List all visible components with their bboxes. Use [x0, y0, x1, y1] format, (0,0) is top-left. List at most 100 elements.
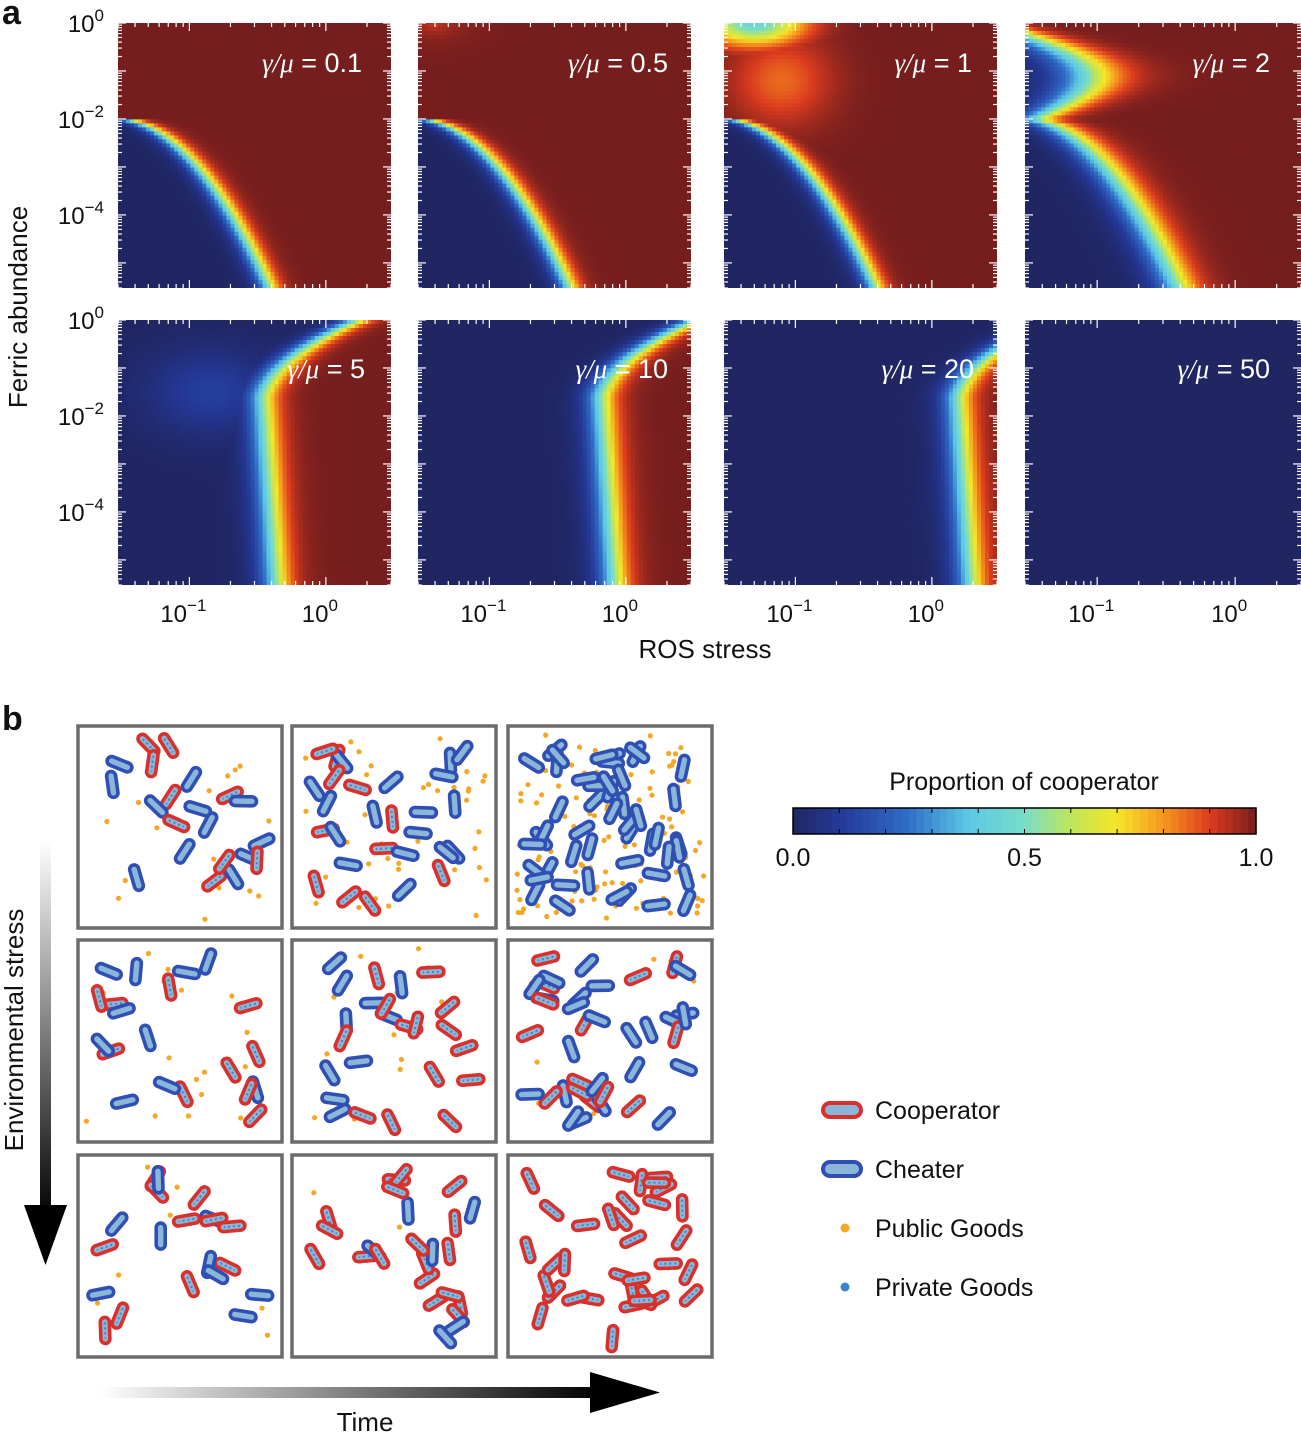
public-goods-dot — [694, 910, 700, 916]
heatmap-cells — [1025, 23, 1301, 288]
cheater-rod — [173, 837, 196, 865]
y-tick-label: 10−2 — [58, 102, 104, 134]
cheater-rod — [620, 1021, 643, 1049]
population-box — [290, 724, 498, 930]
axis-ticks — [117, 22, 392, 289]
y-tick-label: 10−4 — [58, 495, 104, 527]
gamma-label: γ/μ = 20 — [881, 354, 974, 384]
colorbar-swatch — [1178, 808, 1188, 834]
public-goods-dot — [699, 898, 705, 904]
public-goods-dot — [397, 1066, 403, 1072]
cheater-rod — [651, 1106, 677, 1131]
colorbar-swatch — [1147, 808, 1157, 834]
cooperator-rod — [558, 1247, 572, 1278]
cooperator-rod — [90, 983, 108, 1014]
colorbar-swatch — [1124, 808, 1134, 834]
colorbar-swatch — [955, 808, 964, 834]
cooperator-rod — [358, 890, 382, 917]
public-goods-dot — [533, 800, 540, 806]
colorbar-swatch — [1093, 808, 1103, 834]
colorbar-swatch — [893, 808, 902, 834]
public-goods-dot — [695, 903, 701, 909]
cheater-rod — [366, 799, 383, 829]
public-goods-dot — [386, 903, 392, 909]
heatmap-cells — [118, 23, 391, 288]
public-goods-dot — [659, 814, 666, 820]
gamma-label: γ/μ = 5 — [288, 354, 366, 384]
cheater-rod — [343, 1054, 374, 1070]
cheater-rod — [546, 743, 570, 770]
axis-ticks — [1024, 22, 1301, 289]
public-goods-dot — [425, 781, 432, 788]
cooperator-rod — [323, 763, 346, 791]
colorbar-swatch — [1047, 808, 1056, 834]
colorbar-swatch — [1248, 808, 1257, 834]
cooperator-rod — [434, 995, 461, 1020]
public-goods-dot — [555, 783, 562, 789]
x-tick-label: 100 — [908, 596, 944, 628]
public-goods-dot — [451, 784, 457, 791]
public-goods-dot — [398, 1056, 405, 1063]
cheater-rod — [605, 885, 634, 906]
cheater-rod — [303, 775, 326, 803]
heatmap-panel: γ/μ = 20 — [723, 319, 998, 586]
population-box — [76, 938, 284, 1144]
public-goods-dot — [515, 909, 521, 916]
cheater-rod — [320, 1091, 350, 1107]
heatmap-panel: γ/μ = 50 — [1024, 319, 1301, 586]
cooperator-rod — [171, 1212, 202, 1228]
cheater-rod — [517, 752, 546, 774]
cheater-rod — [524, 870, 554, 887]
gamma-label: γ/μ = 10 — [575, 354, 668, 384]
public-goods-dot — [266, 818, 272, 824]
cheater-rod — [660, 840, 676, 870]
y-axis-label-b: Environmental stress — [0, 909, 29, 1152]
colorbar-swatch — [1163, 808, 1172, 834]
cheater-rod — [152, 1075, 182, 1096]
cheater-rod — [401, 1196, 415, 1226]
public-goods-dot — [244, 1029, 250, 1035]
public-goods-dot — [416, 946, 422, 952]
public-goods-dot — [553, 909, 559, 916]
gamma-label: γ/μ = 0.1 — [262, 48, 362, 78]
cooperator-rod — [615, 1190, 640, 1216]
y-tick-label: 100 — [68, 303, 104, 335]
public-goods-dot — [573, 869, 579, 875]
population-box — [506, 1153, 714, 1359]
colorbar-swatch — [1101, 808, 1110, 834]
legend-label: Cheater — [875, 1156, 964, 1184]
cheater-rod — [447, 789, 462, 819]
colorbar-swatch — [1001, 808, 1010, 834]
cheater-rod — [171, 964, 202, 981]
public-goods-dot — [577, 744, 583, 750]
cooperator-rod — [217, 1219, 247, 1234]
cheater-rod — [581, 832, 599, 862]
cheater-rod — [90, 1032, 116, 1058]
public-goods-dot — [622, 843, 628, 850]
cheater-rod — [549, 795, 569, 824]
colorbar-swatch — [1009, 808, 1018, 834]
y-axis-label: Ferric abundance — [3, 206, 33, 408]
cooperator-rod — [405, 1232, 431, 1257]
cheater-rod — [403, 825, 433, 841]
public-goods-dot — [544, 913, 550, 920]
cooperator-rod — [310, 742, 340, 761]
cheater-rod — [324, 820, 347, 848]
cooperator-rod — [531, 950, 561, 967]
public-goods-dot — [464, 797, 470, 803]
cooperator-rod — [605, 1323, 620, 1354]
cooperator-rod — [456, 1072, 486, 1088]
cheater-rod — [463, 1195, 482, 1225]
cheater-rod — [615, 853, 645, 870]
colorbar-swatch — [908, 808, 918, 834]
cooperator-rod — [515, 1023, 545, 1044]
public-goods-dot — [573, 795, 579, 801]
cheater-rod — [561, 1034, 581, 1064]
cheater-rod — [603, 797, 624, 826]
cheater-rod — [676, 1001, 693, 1031]
legend-label: Private Goods — [875, 1274, 1033, 1302]
private-goods-legend-icon — [840, 1282, 850, 1292]
cheater-rod — [570, 771, 601, 787]
cooperator-rod — [642, 1194, 672, 1212]
cheater-rod — [648, 821, 665, 851]
